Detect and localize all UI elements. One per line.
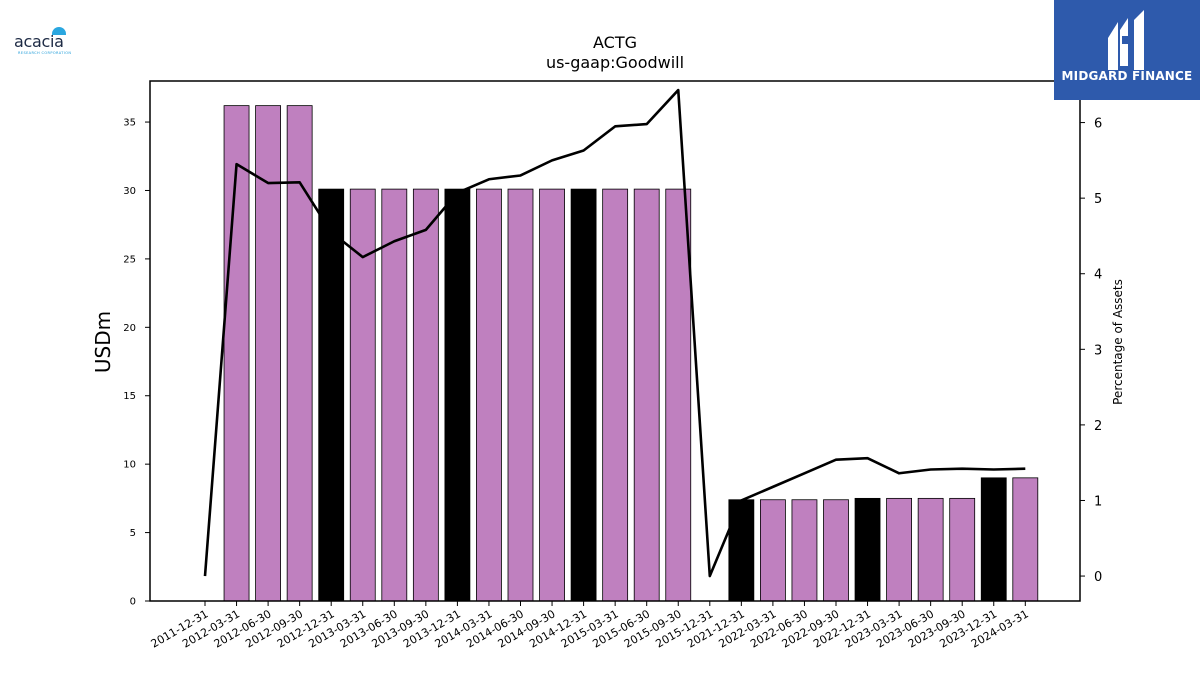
midgard-finance-logo: MIDGARD FINANCE: [1054, 0, 1200, 100]
acacia-logo-text: acacia: [14, 32, 64, 51]
bar-2022-03-31: [760, 499, 786, 602]
y-right-tick-label: 4: [1094, 268, 1102, 283]
bar-2015-09-30: [665, 188, 692, 602]
bar-2024-03-31: [1012, 477, 1039, 602]
acacia-logo-mark: [52, 27, 66, 35]
chart-subtitle: us-gaap:Goodwill: [546, 53, 684, 72]
y-axis-right-label: Percentage of Assets: [1111, 279, 1125, 405]
bar-2022-09-30: [823, 499, 849, 602]
bar-2013-12-31: [444, 188, 471, 602]
y-right-tick-label: 1: [1094, 494, 1102, 509]
bar-2014-06-30: [507, 188, 534, 602]
bar-2022-12-31: [854, 497, 881, 602]
percentage-of-assets-line: [203, 88, 1026, 578]
bar-2015-03-31: [602, 188, 629, 602]
line-layer: [203, 88, 1026, 578]
bar-2023-03-31: [886, 497, 912, 602]
bar-2023-12-31: [980, 477, 1007, 602]
acacia-logo-subtext: RESEARCH CORPORATION: [18, 51, 72, 55]
y-axis-right: 0 1 2 3 4 5 6: [1080, 117, 1102, 585]
chart-title: ACTG: [593, 33, 637, 52]
y-right-tick-label: 6: [1094, 117, 1102, 132]
bar-2022-06-30: [791, 499, 818, 602]
x-axis: 2011-12-312012-03-312012-06-302012-09-30…: [149, 601, 1031, 651]
bar-2023-09-30: [949, 497, 976, 602]
y-tick-label: 0: [130, 597, 136, 608]
midgard-logo-text: MIDGARD FINANCE: [1061, 69, 1193, 83]
acacia-logo: acacia RESEARCH CORPORATION: [14, 26, 78, 58]
y-right-tick-label: 3: [1094, 343, 1102, 358]
bar-2013-09-30: [412, 188, 439, 602]
bars-layer: [223, 105, 1039, 602]
midgard-logo-icon: [1108, 10, 1144, 70]
bar-2012-09-30: [286, 105, 313, 602]
bar-2014-09-30: [539, 188, 565, 602]
y-tick-label: 35: [123, 118, 136, 129]
bar-2015-06-30: [633, 188, 660, 602]
y-tick-label: 5: [130, 528, 136, 539]
y-tick-label: 15: [123, 391, 136, 402]
y-right-tick-label: 2: [1094, 419, 1102, 434]
y-axis-left: 0 5 10 15 20 25 30 35: [123, 118, 150, 608]
y-right-tick-label: 5: [1094, 192, 1102, 207]
bar-2021-12-31: [728, 499, 755, 602]
bar-2023-06-30: [917, 497, 944, 602]
y-tick-label: 20: [123, 323, 136, 334]
bar-2012-12-31: [318, 188, 345, 602]
y-right-tick-label: 0: [1094, 570, 1102, 585]
y-tick-label: 30: [123, 186, 136, 197]
bar-2013-06-30: [381, 188, 408, 602]
bar-2012-06-30: [255, 105, 282, 602]
bar-2014-03-31: [476, 188, 502, 602]
y-tick-label: 10: [123, 460, 136, 471]
y-axis-label: USDm: [91, 311, 115, 373]
bar-2012-03-31: [223, 105, 250, 602]
bar-2014-12-31: [570, 188, 597, 602]
y-tick-label: 25: [123, 254, 136, 265]
